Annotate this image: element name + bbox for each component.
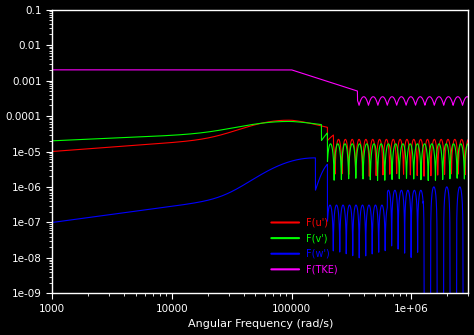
Text: F(u'): F(u') — [306, 217, 328, 227]
Text: F(v'): F(v') — [306, 233, 328, 243]
Text: F(TKE): F(TKE) — [306, 264, 337, 274]
Text: F(w'): F(w') — [306, 249, 330, 259]
X-axis label: Angular Frequency (rad/s): Angular Frequency (rad/s) — [188, 320, 333, 329]
